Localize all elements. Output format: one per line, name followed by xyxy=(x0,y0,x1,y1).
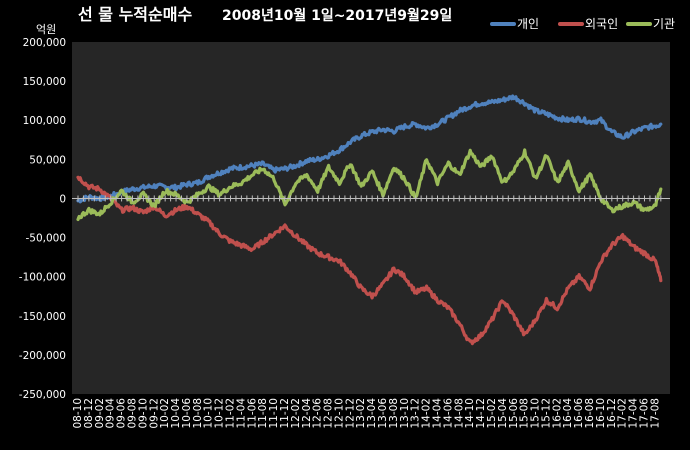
x-tick-label: 10-04 xyxy=(170,398,182,429)
x-tick-label: 13-08 xyxy=(388,398,400,429)
legend: 개인 외국인 기관 xyxy=(490,17,675,31)
x-tick-label: 11-12 xyxy=(279,398,291,429)
x-tick-label: 17-08 xyxy=(649,398,661,429)
chart-title: 선 물 누적순매수 xyxy=(78,5,192,24)
x-tick-label: 15-08 xyxy=(519,398,531,429)
x-tick-label: 14-04 xyxy=(432,398,444,429)
x-tick-label: 14-08 xyxy=(453,398,465,429)
x-tick-label: 09-06 xyxy=(116,398,128,429)
legend-label-2: 외국인 xyxy=(585,17,618,31)
x-tick-label: 11-10 xyxy=(268,398,280,429)
x-tick-label: 13-02 xyxy=(355,398,367,429)
chart-period: 2008년10월 1일~2017년9월29일 xyxy=(222,7,452,24)
x-tick-label: 16-12 xyxy=(606,398,618,429)
x-tick-label: 17-06 xyxy=(639,398,651,429)
x-tick-label: 10-06 xyxy=(181,398,193,429)
x-tick-label: 11-02 xyxy=(225,398,237,429)
y-tick-label: 150,000 xyxy=(23,76,66,88)
y-tick-label: 0 xyxy=(59,193,66,205)
x-tick-label: 10-12 xyxy=(214,398,226,429)
series-line-1 xyxy=(76,94,663,204)
x-tick-label: 10-08 xyxy=(192,398,204,429)
y-tick-label: -100,000 xyxy=(19,272,66,284)
x-tick-label: 15-06 xyxy=(508,398,520,429)
x-tick-label: 17-04 xyxy=(628,398,640,429)
x-tick-label: 16-08 xyxy=(584,398,596,429)
x-tick-label: 14-02 xyxy=(421,398,433,429)
y-tick-label: 100,000 xyxy=(23,115,66,127)
x-tick-label: 12-06 xyxy=(312,398,324,429)
x-tick-label: 10-10 xyxy=(203,398,215,429)
x-tick-label: 09-02 xyxy=(94,398,106,429)
y-axis-unit: 억원 xyxy=(36,23,56,36)
x-tick-label: 10-02 xyxy=(159,398,171,429)
x-tick-label: 12-10 xyxy=(334,398,346,429)
y-tick-label: -50,000 xyxy=(25,233,66,245)
legend-label-1: 개인 xyxy=(517,17,539,31)
y-axis-ticks: 200,000 150,000 100,000 50,000 0 -50,000 -100,… xyxy=(19,37,66,401)
x-tick-label: 13-04 xyxy=(366,398,378,429)
x-tick-label: 17-02 xyxy=(617,398,629,429)
y-tick-label: -250,000 xyxy=(19,389,66,401)
x-tick-label: 13-06 xyxy=(377,398,389,429)
x-tick-label: 09-08 xyxy=(127,398,139,429)
x-tick-label: 13-12 xyxy=(410,398,422,429)
x-axis xyxy=(72,195,670,202)
x-tick-label: 15-04 xyxy=(497,398,509,429)
x-tick-label: 12-02 xyxy=(290,398,302,429)
x-tick-label: 14-12 xyxy=(475,398,487,429)
x-tick-label: 08-10 xyxy=(72,398,84,429)
x-tick-label: 08-12 xyxy=(83,398,95,429)
x-tick-label: 14-10 xyxy=(464,398,476,429)
x-tick-label: 12-04 xyxy=(301,398,313,429)
plot-area xyxy=(72,42,670,394)
x-tick-label: 15-10 xyxy=(530,398,542,429)
y-tick-label: 200,000 xyxy=(23,37,66,49)
y-tick-label: -200,000 xyxy=(19,350,66,362)
x-tick-label: 09-12 xyxy=(148,398,160,429)
x-tick-label: 16-10 xyxy=(595,398,607,429)
x-tick-label: 09-04 xyxy=(105,398,117,429)
x-tick-label: 12-08 xyxy=(323,398,335,429)
x-tick-label: 16-02 xyxy=(551,398,563,429)
x-tick-label: 16-06 xyxy=(573,398,585,429)
x-tick-label: 14-06 xyxy=(442,398,454,429)
series-layer xyxy=(76,94,663,346)
x-tick-label: 15-12 xyxy=(540,398,552,429)
y-tick-label: -150,000 xyxy=(19,311,66,323)
legend-label-3: 기관 xyxy=(653,17,675,31)
y-tick-label: 50,000 xyxy=(29,154,66,166)
x-tick-label: 11-08 xyxy=(257,398,269,429)
x-tick-label: 09-10 xyxy=(137,398,149,429)
series-line-2 xyxy=(76,175,663,346)
x-tick-label: 15-02 xyxy=(486,398,498,429)
x-tick-label: 13-10 xyxy=(399,398,411,429)
x-tick-label: 12-12 xyxy=(344,398,356,429)
x-axis-ticks: 08-1008-1209-0209-0409-0609-0809-1009-12… xyxy=(72,398,661,429)
x-tick-label: 11-04 xyxy=(235,398,247,429)
x-tick-label: 16-04 xyxy=(562,398,574,429)
x-tick-label: 11-06 xyxy=(246,398,258,429)
series-line-3 xyxy=(76,148,663,222)
